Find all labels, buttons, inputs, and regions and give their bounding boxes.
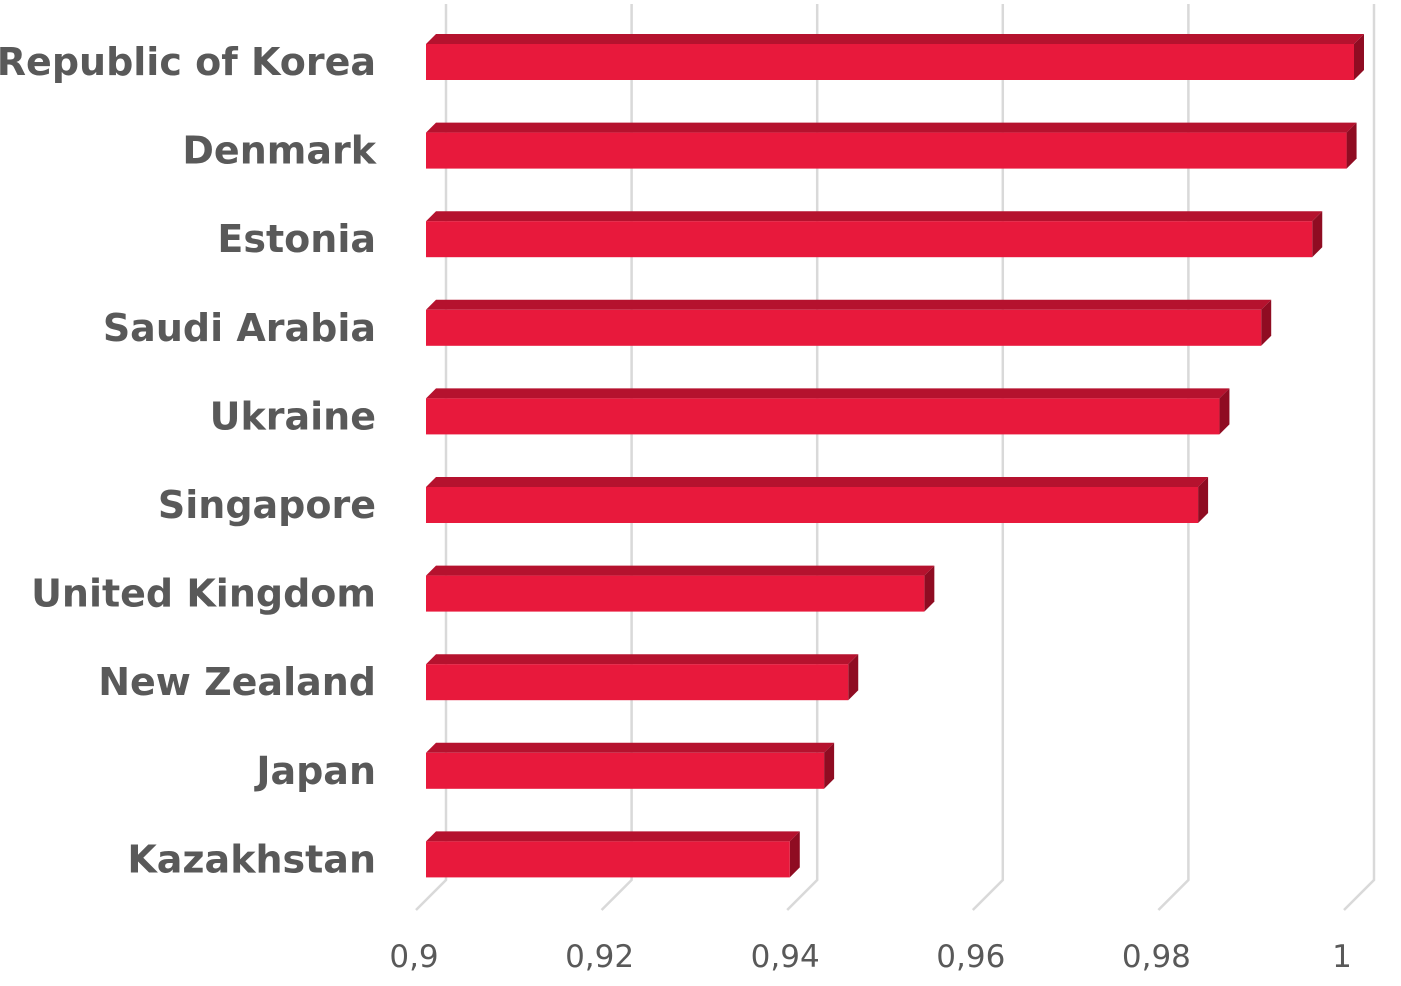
bar-top-face [426,299,1272,310]
x-tick-label: 0,98 [1122,939,1191,975]
bar-side-face [789,831,800,878]
bar-side-face [1354,34,1364,80]
gridline [786,4,819,911]
bar-side-face [824,742,835,789]
bar-top-face [426,477,1209,487]
category-label: Kazakhstan [127,837,376,881]
category-label: Singapore [158,483,376,527]
bar-front-face [426,487,1199,523]
bar-top-face [426,211,1323,222]
x-tick-label: 0,92 [565,939,634,975]
bar [426,477,1209,523]
bar-top-face [426,388,1230,399]
bars [426,34,1364,878]
gridline [1157,4,1190,911]
category-label: New Zealand [98,660,376,704]
x-tick-label: 0,94 [751,939,820,975]
category-label: Republic of Korea [0,40,376,84]
category-labels: Republic of Korea Denmark Estonia Saudi Ara… [0,40,377,881]
gridline [971,4,1005,911]
bar-top-face [426,831,800,842]
category-label: Ukraine [210,394,376,438]
category-label: Saudi Arabia [103,306,376,350]
bar-front-face [426,664,849,701]
category-label: United Kingdom [31,572,376,616]
bar [426,565,935,612]
bar [426,742,835,789]
category-label: Estonia [217,217,376,261]
bar-front-face [426,398,1220,435]
gridline [415,4,448,911]
bar-side-face [1346,122,1357,169]
bar-front-face [426,221,1313,258]
bar-side-face [1219,388,1230,435]
gridline [1343,4,1376,911]
bar-front-face [426,132,1347,169]
bar-front-face [426,575,925,612]
bar-top-face [426,742,835,753]
bar [426,388,1230,435]
bar-side-face [924,565,935,612]
bar-top-face [426,565,935,576]
bar [426,122,1357,169]
bar-side-face [848,654,859,701]
bar-front-face [426,752,825,789]
x-tick-labels: 0,9 0,92 0,94 0,96 0,98 1 [389,939,1352,975]
x-tick-label: 0,9 [389,939,438,975]
x-tick-label: 1 [1332,939,1352,975]
bar-top-face [426,122,1357,133]
bar-top-face [426,34,1364,44]
bar [426,34,1364,80]
gridline [600,4,633,911]
bar [426,211,1323,258]
bar-side-face [1261,299,1272,346]
bar [426,654,859,701]
bar-front-face [426,44,1354,80]
x-tick-label: 0,96 [936,939,1005,975]
bar-front-face [426,309,1262,346]
bar [426,831,800,878]
category-label: Japan [253,749,376,793]
bar-side-face [1312,211,1323,258]
category-label: Denmark [182,129,376,173]
bar-front-face [426,841,790,878]
gridlines [415,4,1376,911]
bar-side-face [1198,477,1209,523]
bar [426,299,1272,346]
bar-top-face [426,654,859,665]
